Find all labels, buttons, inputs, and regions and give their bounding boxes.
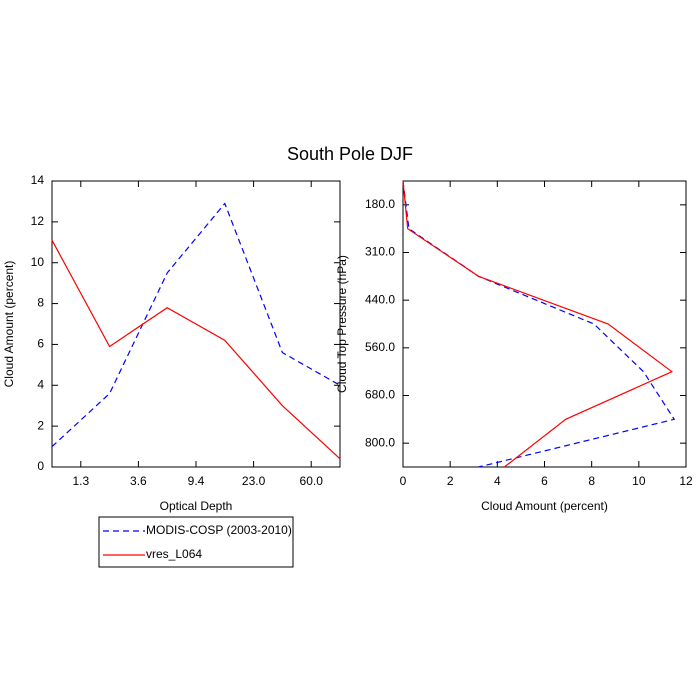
y-tick-label: 10 — [31, 255, 45, 269]
y-tick-label: 12 — [31, 214, 45, 228]
x-axis-label: Optical Depth — [160, 499, 233, 513]
x-tick-label: 4 — [494, 474, 501, 488]
y-tick-label: 8 — [37, 296, 44, 310]
x-tick-label: 0 — [400, 474, 407, 488]
y-tick-label: 180.0 — [365, 197, 395, 211]
y-axis-label: Cloud Top Pressure (hPa) — [335, 255, 349, 393]
y-tick-label: 440.0 — [365, 292, 395, 306]
y-tick-label: 800.0 — [365, 435, 395, 449]
y-tick-label: 4 — [37, 377, 44, 391]
x-tick-label: 10 — [632, 474, 646, 488]
y-tick-label: 14 — [31, 173, 45, 187]
x-tick-label: 2 — [447, 474, 454, 488]
y-tick-label: 680.0 — [365, 388, 395, 402]
y-axis-label: Cloud Amount (percent) — [2, 261, 16, 388]
plot-frame — [402, 180, 687, 468]
x-tick-label: 12 — [679, 474, 693, 488]
y-tick-label: 0 — [37, 459, 44, 473]
x-tick-label: 60.0 — [300, 474, 324, 488]
x-tick-label: 9.4 — [188, 474, 205, 488]
series-line — [402, 180, 676, 468]
x-tick-label: 1.3 — [72, 474, 89, 488]
chart-title: South Pole DJF — [287, 144, 413, 164]
legend-box — [98, 516, 294, 568]
legend-label: MODIS-COSP (2003-2010) — [146, 523, 292, 537]
x-axis-label: Cloud Amount (percent) — [481, 499, 608, 513]
series-line — [402, 180, 674, 468]
y-tick-label: 560.0 — [365, 340, 395, 354]
y-tick-label: 6 — [37, 337, 44, 351]
legend-label: vres_L064 — [146, 547, 202, 561]
x-tick-label: 23.0 — [242, 474, 266, 488]
series-line — [51, 239, 341, 460]
series-line — [51, 202, 341, 448]
x-tick-label: 8 — [588, 474, 595, 488]
y-tick-label: 310.0 — [365, 245, 395, 259]
x-tick-label: 3.6 — [130, 474, 147, 488]
x-tick-label: 6 — [541, 474, 548, 488]
y-tick-label: 2 — [37, 418, 44, 432]
